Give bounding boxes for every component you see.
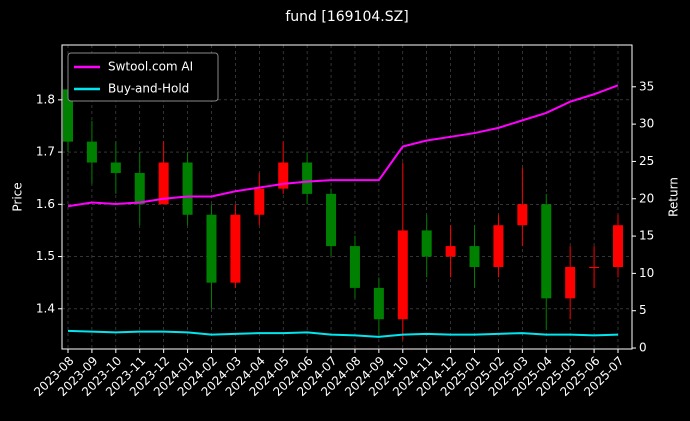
candle-body	[541, 204, 552, 299]
y-tick-label: 1.8	[36, 92, 55, 106]
y2-tick-label: 15	[639, 229, 654, 243]
candle-body	[397, 230, 408, 320]
y-tick-label: 1.5	[36, 249, 55, 263]
candle-body	[182, 162, 193, 215]
y-tick-label: 1.7	[36, 145, 55, 159]
candle-body	[565, 266, 576, 299]
y2-tick-label: 25	[639, 154, 654, 168]
candle-body	[158, 162, 169, 205]
candle-body	[63, 89, 73, 142]
y-tick-label: 1.6	[36, 197, 55, 211]
y2-tick-label: 30	[639, 117, 654, 131]
y2-tick-label: 35	[639, 79, 654, 93]
plot-frame	[61, 44, 633, 350]
candle-body	[326, 193, 337, 247]
y2-tick-label: 5	[639, 303, 647, 317]
candle-body	[254, 188, 265, 215]
candle-body	[349, 246, 360, 288]
candle-body	[110, 162, 121, 173]
candle-body	[589, 266, 600, 268]
return-line	[67, 329, 619, 338]
candle-body	[302, 162, 313, 194]
y2-axis-label: Return	[667, 177, 681, 217]
candle-body	[469, 246, 480, 267]
candle-body	[613, 225, 623, 267]
candle-body	[278, 162, 289, 189]
candle-body	[373, 287, 384, 320]
legend-label: Buy-and-Hold	[108, 82, 189, 96]
legend-box	[67, 52, 219, 102]
return-line	[67, 84, 619, 208]
candle-body	[445, 246, 456, 257]
candle-body	[421, 230, 432, 257]
legend-label: Swtool.com AI	[108, 60, 193, 74]
candle-body	[493, 225, 504, 267]
y-tick-label: 1.4	[36, 301, 55, 315]
candle-body	[517, 204, 528, 226]
candle-body	[206, 214, 217, 283]
y-axis-label: Price	[11, 182, 25, 211]
y2-tick-label: 20	[639, 191, 654, 205]
y2-tick-label: 0	[639, 341, 647, 355]
candle-body	[134, 172, 145, 205]
chart-title: fund [169104.SZ]	[285, 9, 408, 25]
y2-tick-label: 10	[639, 266, 654, 280]
candle-body	[230, 214, 241, 283]
candle-body	[86, 141, 97, 163]
